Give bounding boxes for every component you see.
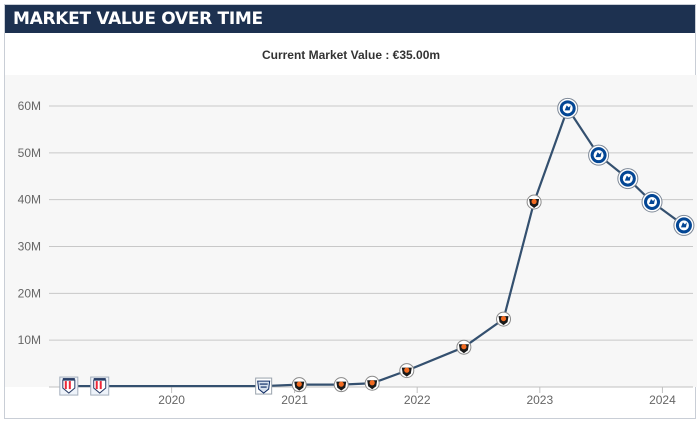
sheffield-stripe (64, 381, 67, 390)
chelsea-lion-mark (595, 152, 602, 158)
x-tick-label: 2022 (404, 393, 431, 407)
club-markers (59, 97, 695, 396)
shakhtar-ball (338, 381, 344, 387)
sheffield-stripe (68, 381, 71, 390)
y-tick-label: 20M (18, 286, 41, 300)
x-tick-label: 2023 (526, 393, 553, 407)
market-value-widget: MARKET VALUE OVER TIME Current Market Va… (4, 4, 697, 419)
data-point (526, 194, 542, 210)
y-tick-label: 40M (18, 193, 41, 207)
data-point (291, 377, 307, 393)
data-point (456, 339, 472, 355)
shakhtar-ball (369, 380, 375, 386)
sheffield-stripe (95, 381, 98, 390)
widget-title: MARKET VALUE OVER TIME (5, 5, 695, 33)
chelsea-lion-mark (564, 105, 571, 111)
chelsea-lion-mark (624, 175, 631, 181)
y-axis: 10M 20M 30M 40M 50M 60M (18, 99, 41, 347)
current-market-value: Current Market Value : €35.00m (261, 48, 441, 62)
shakhtar-ball (404, 367, 410, 373)
data-point (59, 376, 79, 396)
data-point (364, 375, 380, 391)
y-tick-label: 30M (18, 240, 41, 254)
x-tick-label: 2020 (158, 393, 185, 407)
sheffield-band (62, 378, 75, 381)
data-point (90, 376, 110, 396)
plot-area (5, 75, 697, 387)
y-tick-label: 50M (18, 146, 41, 160)
x-tick-label: 2024 (649, 393, 676, 407)
data-point (333, 377, 349, 393)
shakhtar-ball (531, 198, 537, 205)
chelsea-lion-mark (680, 222, 687, 228)
data-point (641, 191, 663, 213)
y-tick-label: 60M (18, 99, 41, 113)
market-value-chart: 10M 20M 30M 40M 50M 60M 2020 2021 2022 2023 2024 (5, 75, 697, 407)
data-point (557, 97, 579, 119)
sheffield-band (93, 378, 106, 381)
grid-lines (49, 105, 693, 388)
x-axis: 2020 2021 2022 2023 2024 (158, 387, 676, 407)
data-point (673, 214, 695, 236)
x-tick-label: 2021 (281, 393, 308, 407)
shakhtar-ball (461, 344, 467, 350)
data-point (588, 144, 610, 166)
chelsea-lion-mark (649, 199, 656, 205)
data-point (617, 168, 639, 190)
data-point (255, 377, 273, 395)
shakhtar-ball (296, 381, 302, 387)
sheffield-stripe (99, 381, 102, 390)
shakhtar-ball (500, 315, 507, 322)
data-point (399, 363, 415, 379)
data-point (496, 311, 512, 327)
y-tick-label: 10M (18, 333, 41, 347)
